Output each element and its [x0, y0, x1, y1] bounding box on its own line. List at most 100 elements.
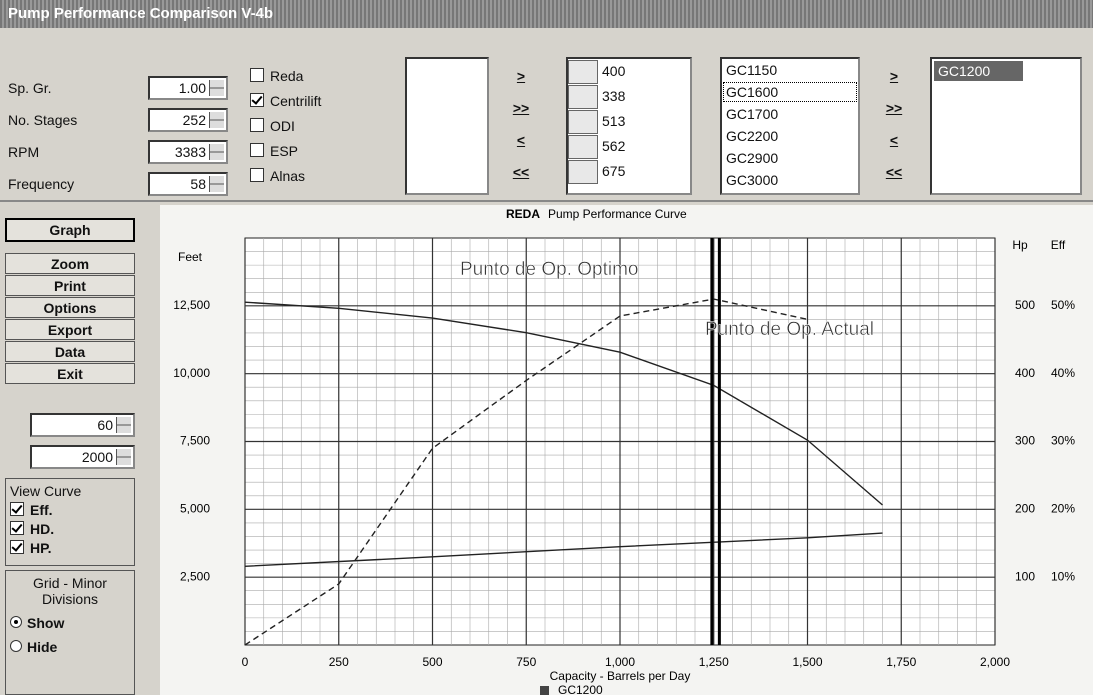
color-swatch: [568, 110, 598, 134]
legend-label: GC1200: [558, 683, 603, 695]
y2-tick-label: 400: [1015, 366, 1035, 380]
option-label: Hide: [27, 639, 58, 655]
menu-button[interactable]: Export: [5, 319, 135, 340]
x-tick-label: 2,000: [980, 655, 1010, 669]
param-label: Frequency: [8, 176, 75, 192]
menu-button[interactable]: Zoom: [5, 253, 135, 274]
chart: REDA Pump Performance Curve 0 250 500 750 1,…: [160, 205, 1093, 695]
checkbox: [10, 521, 24, 535]
y3-axis-label: Eff: [1051, 238, 1066, 252]
model-row: GC1600: [722, 81, 858, 103]
x-tick-label: 1,250: [699, 655, 729, 669]
color-swatch: [568, 135, 598, 159]
model-list[interactable]: GC1150 GC1600 GC1700 GC2200 GC2900 GC3000: [720, 57, 860, 195]
y3-tick-label: 10%: [1051, 569, 1075, 583]
size-row: 338: [568, 84, 690, 109]
spinner[interactable]: 60: [30, 413, 135, 437]
selected-list[interactable]: GC1200: [930, 57, 1082, 195]
menu-button[interactable]: Data: [5, 341, 135, 362]
view-curve-title: View Curve: [10, 483, 82, 499]
x-tick-label: 250: [329, 655, 349, 669]
annotation: Punto de Op. Actual: [705, 319, 874, 340]
grid-option[interactable]: Hide: [10, 639, 130, 655]
manufacturer-checkbox[interactable]: ODI: [250, 118, 295, 134]
y2-tick-label: 100: [1015, 569, 1035, 583]
chart-title: Pump Performance Curve: [548, 207, 687, 221]
move-button[interactable]: <: [889, 132, 899, 148]
x-tick-label: 750: [516, 655, 536, 669]
view-curve-option[interactable]: HD.: [10, 521, 130, 537]
color-swatch: [568, 160, 598, 184]
y-tick-label: 10,000: [173, 366, 210, 380]
available-list[interactable]: [405, 57, 489, 195]
y3-tick-label: 50%: [1051, 298, 1075, 312]
size-list[interactable]: 400 338 513 562 675: [566, 57, 692, 195]
checkbox: [250, 118, 264, 132]
size-value: 513: [602, 113, 626, 129]
size-row: 513: [568, 109, 690, 134]
param-label: Sp. Gr.: [8, 80, 52, 96]
option-label: HD.: [30, 521, 55, 537]
view-curve-box: View Curve Eff. HD. HP.: [5, 478, 135, 566]
checkbox: [250, 168, 264, 182]
param-spinner[interactable]: 58: [148, 172, 228, 196]
grid-box: Grid - Minor Divisions Show Hide: [5, 570, 135, 695]
manufacturer-checkbox[interactable]: ESP: [250, 143, 298, 159]
manufacturer-checkbox[interactable]: Alnas: [250, 168, 305, 184]
spinner[interactable]: 2000: [30, 445, 135, 469]
size-value: 562: [602, 138, 626, 154]
checkbox: [10, 502, 24, 516]
menu-button[interactable]: Graph: [5, 218, 135, 242]
option-label: Show: [27, 615, 65, 631]
menu-button[interactable]: Exit: [5, 363, 135, 384]
menu-button[interactable]: Print: [5, 275, 135, 296]
checkbox-label: ESP: [270, 143, 299, 159]
y-tick-label: 5,000: [180, 502, 210, 516]
move-button[interactable]: >>: [885, 100, 903, 116]
checkbox-label: ODI: [270, 118, 295, 134]
checkbox: [250, 143, 264, 157]
size-value: 400: [602, 63, 626, 79]
param-spinner[interactable]: 252: [148, 108, 228, 132]
menu-button[interactable]: Options: [5, 297, 135, 318]
param-label: RPM: [8, 144, 40, 160]
move-button[interactable]: >: [516, 68, 526, 84]
color-swatch: [568, 85, 598, 109]
param-spinner[interactable]: 3383: [148, 140, 228, 164]
move-button[interactable]: <: [516, 132, 526, 148]
y2-tick-label: 200: [1015, 502, 1035, 516]
view-curve-option[interactable]: HP.: [10, 540, 130, 556]
y3-tick-label: 40%: [1051, 366, 1075, 380]
x-tick-label: 1,500: [792, 655, 822, 669]
param-label: No. Stages: [8, 112, 78, 128]
selected-row: GC1200: [934, 61, 1023, 81]
option-label: HP.: [30, 540, 52, 556]
manufacturer-checkbox[interactable]: Centrilift: [250, 93, 321, 109]
checkbox: [250, 93, 264, 107]
manufacturer-checkbox[interactable]: Reda: [250, 68, 303, 84]
radio: [10, 616, 22, 628]
x-tick-label: 1,750: [886, 655, 916, 669]
model-row: GC3000: [726, 172, 779, 188]
model-row: GC2900: [726, 150, 779, 166]
separator: [0, 200, 1093, 202]
move-button[interactable]: <<: [885, 164, 903, 180]
legend-swatch: [540, 686, 549, 695]
param-spinner[interactable]: 1.00: [148, 76, 228, 100]
view-curve-option[interactable]: Eff.: [10, 502, 130, 518]
x-tick-label: 0: [242, 655, 249, 669]
move-button[interactable]: <<: [512, 164, 530, 180]
model-row: GC2200: [726, 128, 779, 144]
y-tick-label: 12,500: [173, 298, 210, 312]
move-button[interactable]: >: [889, 68, 899, 84]
y2-tick-label: 500: [1015, 298, 1035, 312]
model-row: GC1150: [726, 62, 778, 78]
checkbox-label: Alnas: [270, 168, 306, 184]
checkbox: [250, 68, 264, 82]
grid-option[interactable]: Show: [10, 615, 130, 631]
move-button[interactable]: >>: [512, 100, 530, 116]
y-tick-label: 7,500: [180, 434, 210, 448]
checkbox-label: Reda: [270, 68, 304, 84]
x-axis-label: Capacity - Barrels per Day: [550, 669, 691, 683]
